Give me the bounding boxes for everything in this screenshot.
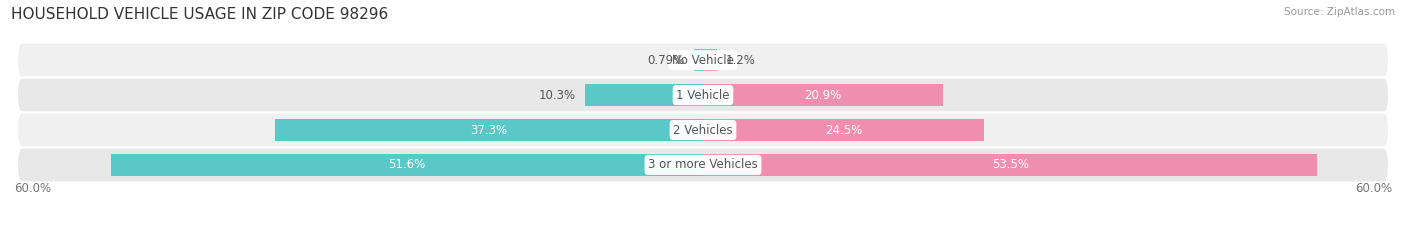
Text: 20.9%: 20.9% bbox=[804, 89, 842, 102]
Text: 53.5%: 53.5% bbox=[991, 158, 1029, 171]
FancyBboxPatch shape bbox=[17, 147, 1389, 182]
Text: 1.2%: 1.2% bbox=[725, 54, 756, 67]
Bar bbox=[703, 119, 984, 141]
FancyBboxPatch shape bbox=[17, 43, 1389, 78]
Bar bbox=[703, 84, 943, 106]
Text: HOUSEHOLD VEHICLE USAGE IN ZIP CODE 98296: HOUSEHOLD VEHICLE USAGE IN ZIP CODE 9829… bbox=[11, 7, 388, 22]
Text: No Vehicle: No Vehicle bbox=[672, 54, 734, 67]
Text: 10.3%: 10.3% bbox=[538, 89, 575, 102]
Bar bbox=[585, 84, 703, 106]
Bar bbox=[703, 154, 1317, 176]
Legend: Owner-occupied, Renter-occupied: Owner-occupied, Renter-occupied bbox=[572, 230, 834, 233]
Text: 60.0%: 60.0% bbox=[1355, 182, 1392, 195]
Text: 24.5%: 24.5% bbox=[825, 123, 862, 137]
Text: 0.79%: 0.79% bbox=[648, 54, 685, 67]
Bar bbox=[111, 154, 703, 176]
Text: 3 or more Vehicles: 3 or more Vehicles bbox=[648, 158, 758, 171]
Text: 2 Vehicles: 2 Vehicles bbox=[673, 123, 733, 137]
FancyBboxPatch shape bbox=[17, 113, 1389, 147]
Bar bbox=[695, 49, 703, 71]
Text: 51.6%: 51.6% bbox=[388, 158, 426, 171]
Text: 1 Vehicle: 1 Vehicle bbox=[676, 89, 730, 102]
Bar bbox=[274, 119, 703, 141]
Text: 60.0%: 60.0% bbox=[14, 182, 51, 195]
Text: Source: ZipAtlas.com: Source: ZipAtlas.com bbox=[1284, 7, 1395, 17]
Bar bbox=[703, 49, 717, 71]
FancyBboxPatch shape bbox=[17, 78, 1389, 113]
Text: 37.3%: 37.3% bbox=[470, 123, 508, 137]
